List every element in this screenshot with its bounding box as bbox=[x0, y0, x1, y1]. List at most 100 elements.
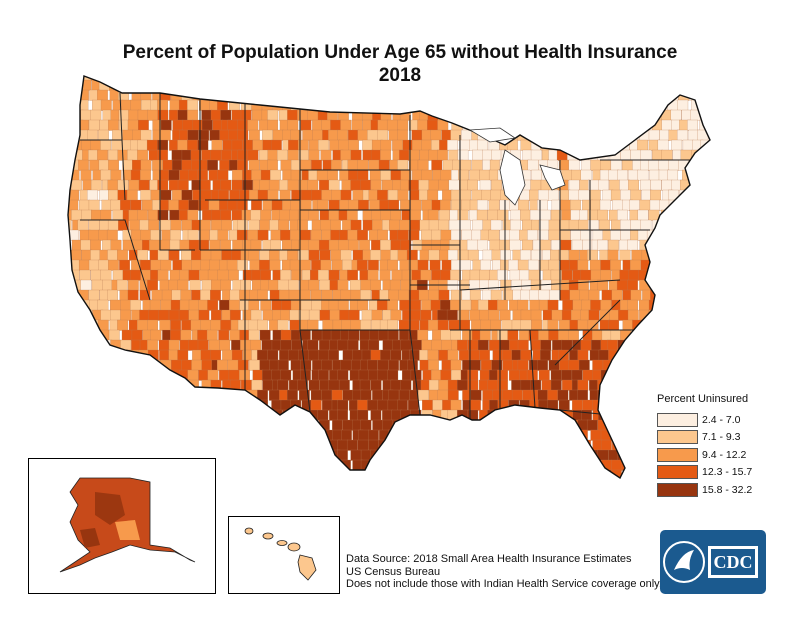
county-cell bbox=[160, 219, 171, 231]
county-cell bbox=[552, 439, 563, 451]
county-cell bbox=[312, 359, 323, 371]
county-cell bbox=[351, 119, 363, 131]
county-cell bbox=[628, 109, 640, 121]
county-cell bbox=[110, 239, 122, 251]
county-cell bbox=[450, 89, 462, 101]
county-cell bbox=[258, 459, 270, 471]
county-cell bbox=[240, 379, 252, 391]
county-cell bbox=[509, 239, 521, 251]
county-cell bbox=[657, 139, 669, 151]
county-cell bbox=[328, 269, 340, 281]
county-cell bbox=[372, 389, 383, 401]
county-cell bbox=[398, 469, 410, 478]
county-cell bbox=[370, 279, 381, 291]
county-cell bbox=[641, 459, 652, 471]
county-cell bbox=[548, 219, 560, 231]
county-cell bbox=[379, 269, 391, 281]
county-cell bbox=[581, 469, 593, 478]
county-cell bbox=[661, 179, 673, 191]
county-cell bbox=[377, 369, 389, 381]
county-cell bbox=[70, 249, 82, 261]
county-cell bbox=[260, 439, 272, 451]
county-cell bbox=[539, 259, 551, 271]
county-cell bbox=[130, 99, 142, 111]
county-cell bbox=[568, 159, 580, 171]
county-cell bbox=[617, 169, 628, 181]
county-cell bbox=[610, 359, 622, 371]
county-cell bbox=[588, 119, 599, 131]
county-cell bbox=[321, 399, 333, 411]
county-cell bbox=[289, 229, 301, 241]
county-cell bbox=[387, 89, 398, 101]
county-cell bbox=[340, 149, 352, 161]
county-cell bbox=[596, 239, 608, 251]
county-cell bbox=[437, 389, 449, 401]
county-cell bbox=[502, 389, 514, 401]
county-cell bbox=[178, 199, 190, 211]
county-cell bbox=[620, 219, 631, 231]
county-cell bbox=[637, 109, 648, 121]
county-cell bbox=[588, 309, 600, 321]
county-cell bbox=[259, 259, 270, 271]
county-cell bbox=[360, 179, 371, 191]
county-cell bbox=[697, 359, 708, 371]
county-cell bbox=[91, 409, 103, 421]
county-cell bbox=[690, 339, 702, 351]
county-cell bbox=[89, 159, 101, 171]
county-cell bbox=[77, 219, 89, 231]
county-cell bbox=[688, 159, 700, 171]
county-cell bbox=[187, 129, 199, 141]
county-cell bbox=[659, 329, 671, 341]
county-cell bbox=[352, 109, 363, 121]
county-cell bbox=[470, 459, 482, 471]
county-cell bbox=[280, 229, 291, 241]
county-cell bbox=[207, 409, 219, 421]
county-cell bbox=[460, 459, 472, 471]
county-cell bbox=[706, 219, 710, 231]
county-cell bbox=[238, 89, 250, 101]
county-cell bbox=[68, 319, 72, 331]
county-cell bbox=[252, 139, 264, 151]
county-cell bbox=[447, 249, 459, 261]
county-cell bbox=[517, 359, 529, 371]
county-cell bbox=[220, 389, 232, 401]
county-cell bbox=[200, 349, 212, 361]
county-cell bbox=[622, 359, 634, 371]
county-cell bbox=[409, 349, 420, 361]
county-cell bbox=[349, 469, 360, 478]
county-cell bbox=[327, 169, 338, 181]
county-cell bbox=[160, 299, 172, 311]
county-cell bbox=[157, 99, 168, 111]
county-cell bbox=[337, 279, 349, 291]
county-cell bbox=[68, 229, 69, 241]
county-cell bbox=[559, 159, 570, 171]
county-cell bbox=[427, 119, 438, 131]
county-cell bbox=[100, 139, 112, 151]
county-cell bbox=[290, 199, 302, 211]
county-cell bbox=[511, 419, 523, 431]
county-cell bbox=[678, 259, 689, 271]
county-cell bbox=[577, 259, 589, 271]
county-cell bbox=[427, 459, 439, 471]
county-cell bbox=[159, 239, 171, 251]
county-cell bbox=[630, 189, 642, 201]
state-boundaries bbox=[80, 92, 700, 420]
county-cell bbox=[698, 289, 710, 301]
county-cell bbox=[119, 349, 131, 361]
county-cell bbox=[661, 219, 673, 231]
county-cell bbox=[210, 109, 222, 121]
county-cell bbox=[109, 299, 121, 311]
county-cell bbox=[197, 169, 208, 181]
county-cell bbox=[267, 349, 279, 361]
county-cell bbox=[712, 140, 723, 151]
county-cell bbox=[467, 449, 479, 461]
county-cell bbox=[191, 259, 202, 271]
county-cell bbox=[499, 339, 511, 351]
county-cell bbox=[330, 119, 342, 131]
county-cell bbox=[328, 239, 340, 251]
county-cell bbox=[329, 309, 341, 321]
county-cell bbox=[661, 279, 673, 291]
county-cell bbox=[368, 439, 379, 451]
county-cell bbox=[680, 219, 691, 231]
county-cell bbox=[590, 199, 602, 211]
